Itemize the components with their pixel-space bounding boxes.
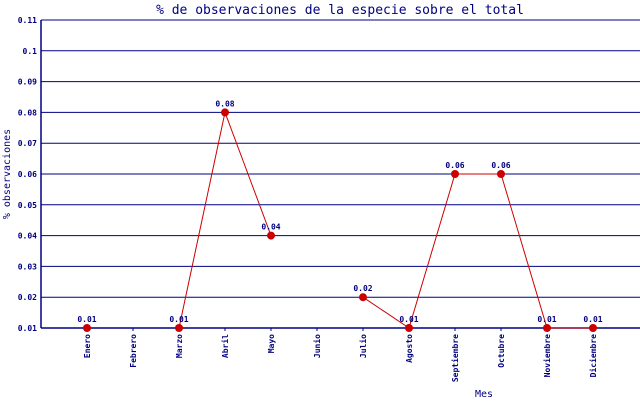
data-label: 0.02 <box>353 284 372 293</box>
data-label: 0.08 <box>215 99 234 108</box>
x-tick-label: Julio <box>358 334 368 358</box>
x-tick-label: Junio <box>312 334 322 358</box>
data-point <box>451 170 459 178</box>
x-tick-label: Octubre <box>497 334 506 368</box>
data-label: 0.01 <box>583 315 602 324</box>
x-tick-label: Mayo <box>267 334 276 353</box>
data-label: 0.01 <box>77 315 96 324</box>
y-tick-label: 0.05 <box>18 201 37 210</box>
series-segment <box>224 112 272 236</box>
series-segment <box>178 112 226 329</box>
data-label: 0.01 <box>399 315 418 324</box>
data-point <box>175 324 183 332</box>
y-tick-label: 0.11 <box>18 16 37 25</box>
y-tick-label: 0.06 <box>18 170 37 179</box>
data-point <box>543 324 551 332</box>
y-tick-label: 0.02 <box>18 293 37 302</box>
data-point <box>221 108 229 117</box>
y-tick-label: 0.09 <box>18 78 37 87</box>
x-tick-label: Agosto <box>405 334 414 363</box>
data-label: 0.04 <box>261 223 280 232</box>
data-point <box>497 170 505 178</box>
x-tick-label: Enero <box>83 334 92 358</box>
x-axis-label: Mes <box>475 389 493 400</box>
y-tick-label: 0.03 <box>18 262 37 271</box>
data-point <box>589 324 597 332</box>
data-label: 0.06 <box>491 161 510 170</box>
x-tick-label: Febrero <box>129 334 138 368</box>
data-label: 0.01 <box>169 315 188 324</box>
series-segment <box>362 296 410 329</box>
y-tick-label: 0.07 <box>18 139 37 148</box>
x-tick-label: Abril <box>220 334 230 358</box>
data-point <box>359 293 367 302</box>
x-tick-label: Septiembre <box>450 334 460 382</box>
data-point <box>405 324 413 332</box>
y-axis-label: % observaciones <box>2 129 13 219</box>
y-tick-label: 0.01 <box>18 324 37 333</box>
x-tick-label: Diciembre <box>588 334 598 378</box>
chart-title: % de observaciones de la especie sobre e… <box>156 3 524 18</box>
y-tick-label: 0.1 <box>23 47 38 56</box>
data-point <box>267 231 275 240</box>
series-segment <box>500 173 548 329</box>
series-segment <box>408 173 456 329</box>
data-label: 0.06 <box>445 161 464 170</box>
data-label: 0.01 <box>537 315 556 324</box>
y-tick-label: 0.04 <box>18 232 37 241</box>
y-tick-label: 0.08 <box>18 108 37 117</box>
data-point <box>83 324 91 332</box>
x-tick-label: Marzo <box>175 334 184 358</box>
x-tick-label: Noviembre <box>542 334 552 378</box>
